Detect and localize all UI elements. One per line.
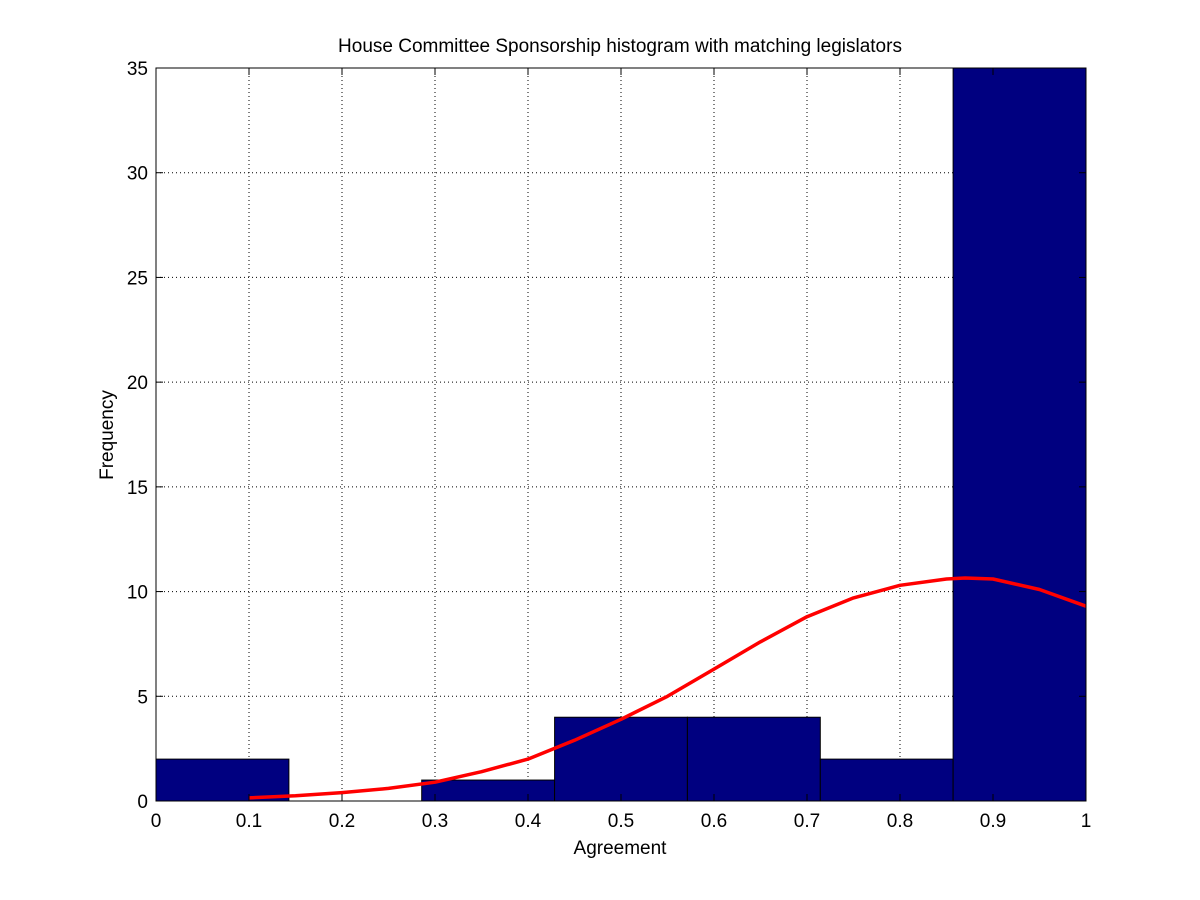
- fit-curve-line: [248, 576, 1087, 800]
- histogram-bar-3: [421, 779, 556, 802]
- x-axis-label: Agreement: [574, 838, 668, 859]
- x-tick-label: 0.3: [422, 811, 448, 832]
- fit-curve-layer: [248, 576, 1087, 800]
- grid-lines: [156, 68, 1086, 801]
- x-tick-label: 1: [1081, 811, 1092, 832]
- x-tick-label: 0.5: [608, 811, 634, 832]
- histogram-bars: [155, 67, 1087, 802]
- y-tick-label: 30: [127, 164, 148, 185]
- x-tick-label: 0.8: [887, 811, 913, 832]
- y-tick-label: 10: [127, 583, 148, 604]
- x-tick-label: 0.2: [329, 811, 355, 832]
- x-tick-label: 0.9: [980, 811, 1006, 832]
- x-tick-label: 0.4: [515, 811, 542, 832]
- x-tick-label: 0.1: [236, 811, 262, 832]
- chart-title: House Committee Sponsorship histogram wi…: [338, 36, 902, 57]
- y-tick-label: 25: [127, 268, 148, 289]
- x-tick-label: 0: [151, 811, 162, 832]
- x-tick-label: 0.7: [794, 811, 820, 832]
- plot-area-frame: [155, 67, 1087, 802]
- y-tick-label: 15: [127, 478, 148, 499]
- y-tick-label: 0: [137, 792, 148, 813]
- histogram-bar-5: [686, 716, 821, 802]
- histogram-bar-4: [554, 716, 688, 802]
- x-tick-label: 0.6: [701, 811, 727, 832]
- histogram-bar-1: [155, 758, 290, 802]
- histogram-bar-6: [819, 758, 954, 802]
- axis-ticks: 0 0.1 0.2 0.3 0.4 0.5 0.6 0.7 0.8 0.9 105101520253…: [127, 59, 1091, 832]
- y-tick-label: 35: [127, 59, 148, 80]
- histogram-bar-7: [952, 67, 1087, 802]
- y-tick-label: 5: [137, 687, 148, 708]
- y-axis-label: Frequency: [97, 390, 118, 480]
- y-tick-label: 20: [127, 373, 148, 394]
